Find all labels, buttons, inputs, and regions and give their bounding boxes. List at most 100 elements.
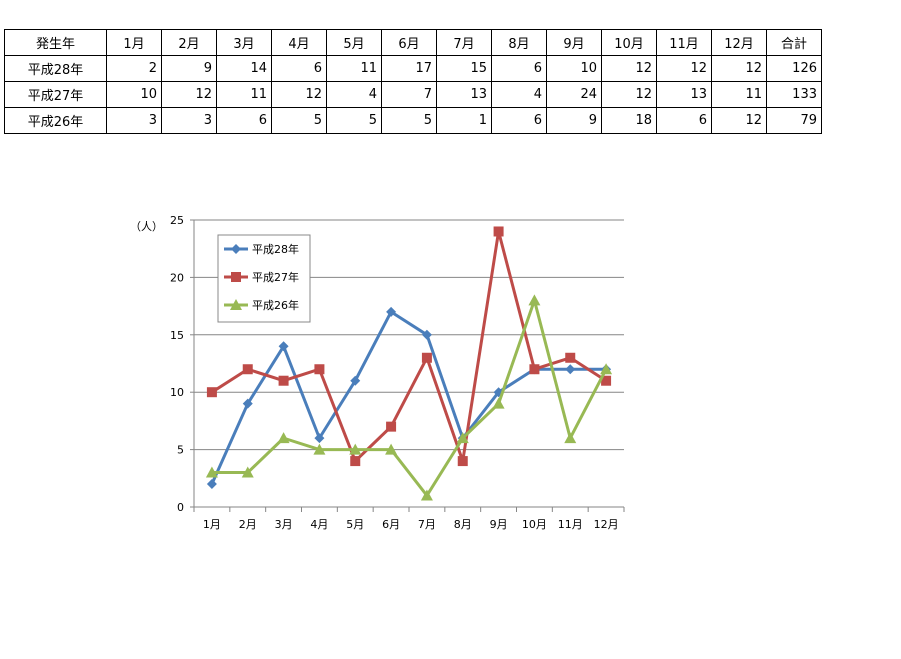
data-point-marker: [231, 272, 241, 282]
x-tick-label: 10月: [522, 518, 547, 531]
data-point-marker: [277, 432, 290, 444]
data-point-marker: [349, 443, 362, 455]
x-tick-label: 4月: [310, 518, 328, 531]
table-total-cell: 133: [766, 81, 822, 108]
data-point-marker: [278, 341, 289, 352]
table-cell: 12: [601, 55, 657, 82]
data-point-marker: [565, 352, 576, 363]
table-cell: 5: [326, 107, 382, 134]
table-header-cell: 7月: [436, 29, 492, 56]
data-point-marker: [206, 387, 217, 398]
x-tick-label: 12月: [594, 518, 619, 531]
data-point-marker: [206, 479, 217, 490]
table-cell: 3: [106, 107, 162, 134]
data-point-marker: [564, 432, 577, 444]
data-point-marker: [565, 364, 576, 375]
table-header-cell: 10月: [601, 29, 657, 56]
table-row: 平成26年 3 3 6 5 5 5 1 6 9 18 6 12 79: [4, 107, 822, 134]
data-point-marker: [385, 443, 398, 455]
y-tick-label: 5: [177, 444, 184, 457]
row-label: 平成28年: [4, 55, 107, 82]
data-point-marker: [420, 489, 433, 501]
x-tick-label: 2月: [239, 518, 257, 531]
table-cell: 12: [656, 55, 712, 82]
y-tick-label: 25: [170, 214, 184, 227]
y-axis-label: （人）: [130, 220, 163, 233]
data-point-marker: [205, 466, 218, 478]
table-header-row: 発生年 1月 2月 3月 4月 5月 6月 7月 8月 9月 10月 11月 12月 合計: [4, 29, 822, 56]
table-total-cell: 126: [766, 55, 822, 82]
data-point-marker: [242, 364, 253, 375]
data-point-marker: [314, 364, 325, 375]
table-cell: 14: [216, 55, 272, 82]
legend-label: 平成27年: [252, 270, 299, 284]
series-2: [206, 226, 612, 467]
table-cell: 6: [216, 107, 272, 134]
chart-axes: 0 5 10 15 20 25 1月 2月 3月 4月 5月 6月 7月 8月 9月 10月 11月 12月 （人）: [130, 214, 625, 531]
table-cell: 6: [491, 55, 547, 82]
table-cell: 11: [711, 81, 767, 108]
data-table: 発生年 1月 2月 3月 4月 5月 6月 7月 8月 9月 10月 11月 12月 合計 平成28年 2 9 1…: [4, 29, 822, 134]
row-label: 平成26年: [4, 107, 107, 134]
table-cell: 12: [711, 107, 767, 134]
y-tick-label: 20: [170, 271, 184, 284]
series-3: [205, 294, 613, 501]
x-tick-label: 6月: [382, 518, 400, 531]
series-1: [206, 306, 612, 490]
x-tick-label: 3月: [275, 518, 293, 531]
table-cell: 11: [216, 81, 272, 108]
table-cell: 5: [381, 107, 437, 134]
data-point-marker: [231, 244, 241, 254]
x-tick-label: 8月: [454, 518, 472, 531]
data-point-marker: [386, 306, 397, 317]
series-line: [211, 298, 608, 498]
data-point-marker: [241, 466, 254, 478]
table-cell: 10: [546, 55, 602, 82]
table-cell: 1: [436, 107, 492, 134]
table-header-cell: 9月: [546, 29, 602, 56]
chart-series: [205, 226, 613, 501]
table-header-cell: 発生年: [4, 29, 107, 56]
data-point-marker: [350, 456, 361, 467]
table-cell: 6: [491, 107, 547, 134]
table-cell: 6: [656, 107, 712, 134]
data-point-marker: [350, 375, 361, 386]
legend-item: 平成28年: [224, 242, 299, 256]
x-tick-label: 11月: [558, 518, 583, 531]
data-point-marker: [386, 421, 397, 432]
legend-label: 平成28年: [252, 242, 299, 256]
y-tick-label: 15: [170, 329, 184, 342]
x-tick-label: 1月: [203, 518, 221, 531]
legend-label: 平成26年: [252, 298, 299, 312]
data-point-marker: [457, 456, 468, 467]
x-tick-label: 9月: [490, 518, 508, 531]
table-header-cell: 1月: [106, 29, 162, 56]
table-cell: 5: [271, 107, 327, 134]
data-point-marker: [242, 398, 253, 409]
table-header-cell: 11月: [656, 29, 712, 56]
data-point-marker: [278, 375, 289, 386]
table-cell: 12: [601, 81, 657, 108]
table-header-cell: 8月: [491, 29, 547, 56]
table-cell: 4: [491, 81, 547, 108]
table-cell: 13: [656, 81, 712, 108]
data-point-marker: [600, 363, 613, 375]
table-header-cell: 6月: [381, 29, 437, 56]
table-header-cell: 合計: [766, 29, 822, 56]
data-point-marker: [421, 329, 432, 340]
x-tick-label: 5月: [346, 518, 364, 531]
legend-item: 平成27年: [224, 270, 299, 284]
series-line: [210, 310, 607, 485]
table-row: 平成28年 2 9 14 6 11 17 15 6 10 12 12 12 126: [4, 55, 822, 82]
data-point-marker: [528, 294, 541, 306]
data-point-marker: [456, 432, 469, 444]
table-total-cell: 79: [766, 107, 822, 134]
data-point-marker: [493, 226, 504, 237]
table-row: 平成27年 10 12 11 12 4 7 13 4 24 12 13 11 133: [4, 81, 822, 108]
data-point-marker: [492, 397, 505, 409]
y-tick-label: 0: [177, 501, 184, 514]
data-point-marker: [230, 299, 242, 310]
table-cell: 17: [381, 55, 437, 82]
table-header-cell: 3月: [216, 29, 272, 56]
